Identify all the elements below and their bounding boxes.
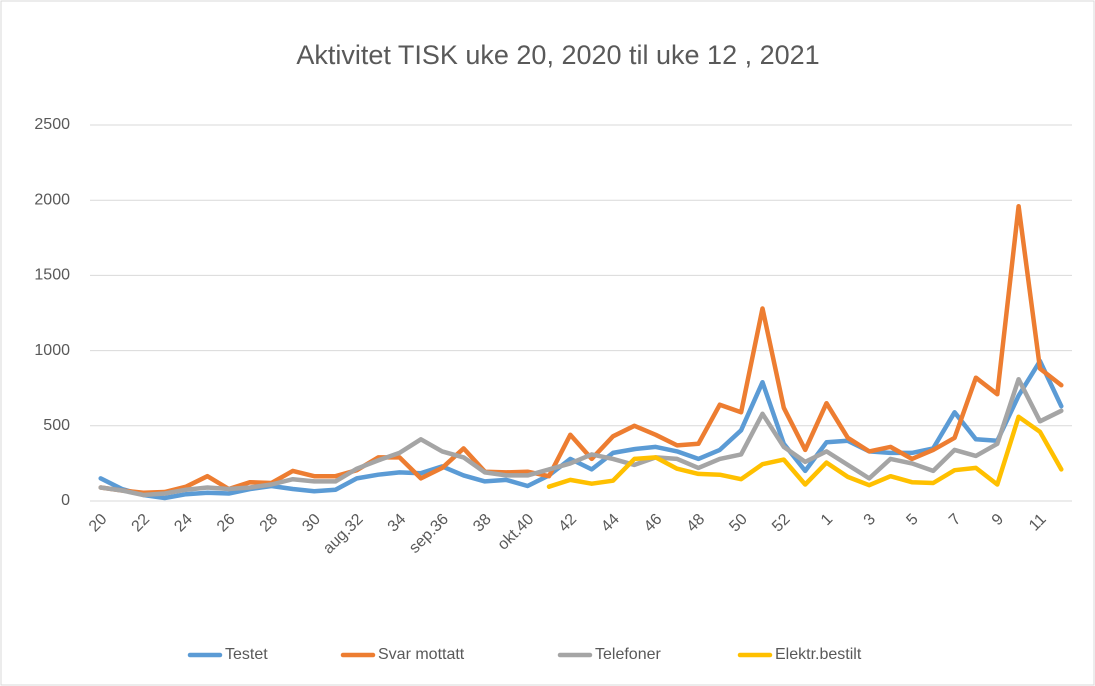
legend-label: Telefoner — [595, 646, 661, 663]
y-tick-label: 0 — [61, 492, 70, 509]
y-tick-label: 2000 — [34, 191, 70, 208]
y-tick-label: 1500 — [34, 267, 70, 284]
series-line — [98, 376, 1064, 498]
legend-label: Elektr.bestilt — [775, 646, 862, 663]
legend-label: Svar mottatt — [378, 646, 465, 663]
series-line — [98, 203, 1064, 495]
chart-title: Aktivitet TISK uke 20, 2020 til uke 12 ,… — [296, 40, 819, 70]
y-tick-label: 500 — [43, 417, 70, 434]
series-line — [546, 414, 1064, 489]
y-tick-label: 2500 — [34, 116, 70, 133]
legend-label: Testet — [225, 646, 268, 663]
y-tick-label: 1000 — [34, 342, 70, 359]
